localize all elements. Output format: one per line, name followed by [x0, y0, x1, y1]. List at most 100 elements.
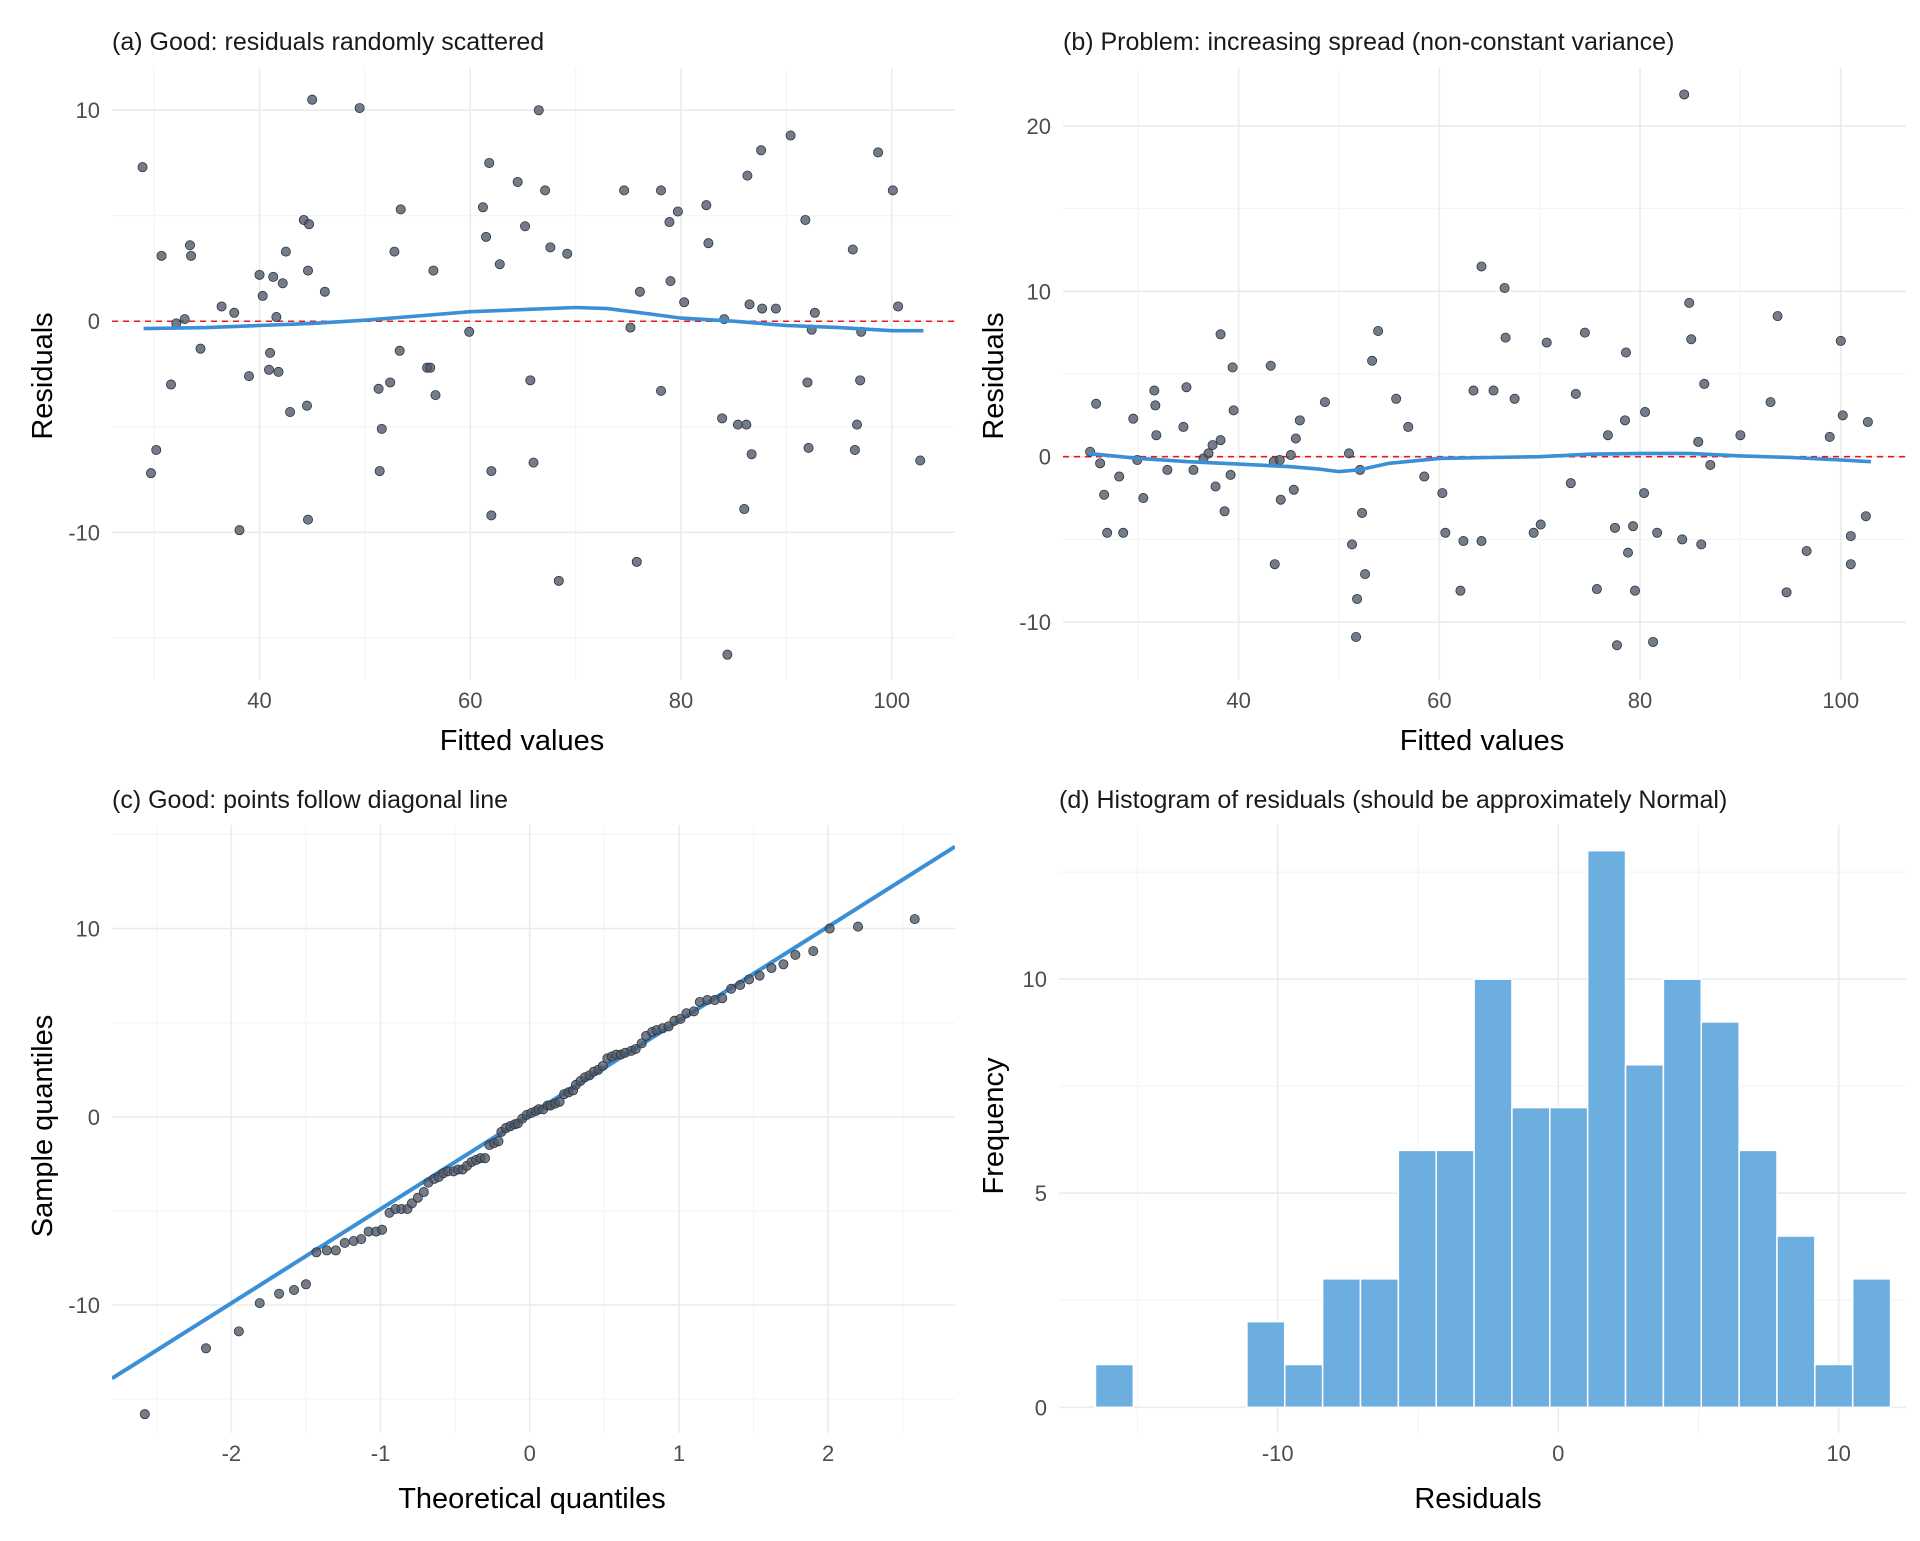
data-point: [200, 1343, 211, 1354]
data-point: [1347, 539, 1358, 550]
data-point: [1344, 448, 1355, 459]
histogram-bar: [1776, 1235, 1816, 1409]
x-tick-label: 10: [1826, 1441, 1850, 1466]
data-point: [528, 457, 539, 468]
data-point: [1288, 484, 1299, 495]
data-point: [717, 413, 728, 424]
data-point: [1210, 481, 1221, 492]
data-point: [808, 946, 819, 957]
data-point: [1352, 593, 1363, 604]
data-point: [486, 466, 497, 477]
histogram-bar: [1321, 1278, 1362, 1409]
data-point: [374, 466, 385, 477]
data-point: [802, 377, 813, 388]
data-point: [339, 1237, 350, 1248]
data-point: [735, 980, 746, 991]
data-point: [234, 525, 245, 536]
data-point: [311, 1247, 322, 1258]
data-point: [271, 312, 282, 323]
panel-a-x-axis-title: Fitted values: [440, 725, 604, 757]
data-point: [1360, 569, 1371, 580]
y-tick-label: -10: [68, 520, 100, 545]
y-tick-label: 20: [1027, 114, 1051, 139]
data-point: [1620, 415, 1631, 426]
data-point: [257, 290, 268, 301]
data-point: [1579, 327, 1590, 338]
data-point: [480, 1153, 491, 1164]
data-point: [1565, 478, 1576, 489]
histogram-bar: [1359, 1278, 1400, 1409]
data-point: [1468, 385, 1479, 396]
data-point: [679, 297, 690, 308]
data-point: [893, 301, 904, 312]
panel-c-title: (c) Good: points follow diagonal line: [112, 786, 508, 814]
histogram-bar: [1662, 978, 1703, 1409]
data-point: [634, 286, 645, 297]
data-point: [1203, 448, 1214, 459]
data-point: [703, 238, 714, 249]
data-point: [1648, 636, 1659, 647]
data-point: [254, 269, 265, 280]
data-point: [1705, 459, 1716, 470]
data-point: [277, 278, 288, 289]
data-point: [597, 1060, 608, 1071]
data-point: [1207, 440, 1218, 451]
data-point: [1837, 410, 1848, 421]
data-point: [1391, 393, 1402, 404]
data-point: [425, 362, 436, 373]
data-point: [1639, 488, 1650, 499]
data-point: [428, 265, 439, 276]
data-point: [1591, 584, 1602, 595]
histogram-bar: [1284, 1363, 1324, 1409]
histogram-bar: [1435, 1149, 1475, 1409]
data-point: [1772, 311, 1783, 322]
data-point: [430, 390, 441, 401]
data-point: [1845, 531, 1856, 542]
data-point: [1149, 385, 1160, 396]
histogram-bar: [1246, 1320, 1286, 1409]
data-point: [1476, 536, 1487, 547]
x-tick-label: 40: [1226, 688, 1250, 713]
data-point: [847, 244, 858, 255]
data-point: [665, 276, 676, 287]
data-point: [268, 271, 279, 282]
data-point: [264, 364, 275, 375]
data-point: [688, 1006, 699, 1017]
x-tick-label: 0: [1552, 1441, 1564, 1466]
data-point: [151, 444, 162, 455]
histogram-bar: [1624, 1064, 1665, 1409]
y-tick-label: 10: [76, 98, 100, 123]
data-point: [373, 383, 384, 394]
data-point: [520, 221, 531, 232]
data-point: [301, 400, 312, 411]
x-tick-label: 1: [673, 1441, 685, 1466]
data-point: [1091, 398, 1102, 409]
data-point: [494, 259, 505, 270]
histogram-bar: [1700, 1021, 1740, 1409]
data-point: [1860, 511, 1871, 522]
data-point: [1699, 378, 1710, 389]
data-point: [216, 301, 227, 312]
panel-b: (b) Problem: increasing spread (non-cons…: [978, 28, 1906, 757]
loess-smooth-line: [1087, 451, 1872, 474]
data-point: [1269, 559, 1280, 570]
data-point: [742, 170, 753, 181]
data-point: [1623, 547, 1634, 558]
data-point: [909, 914, 920, 925]
data-point: [1499, 282, 1510, 293]
data-point: [554, 1096, 565, 1107]
data-point: [766, 963, 777, 974]
data-point: [746, 449, 757, 460]
data-point: [1128, 413, 1139, 424]
panel-d: (d) Histogram of residuals (should be ap…: [978, 786, 1906, 1515]
data-point: [377, 1224, 388, 1235]
data-point: [1696, 539, 1707, 550]
data-point: [156, 250, 167, 261]
data-point: [1274, 455, 1285, 466]
data-point: [533, 105, 544, 116]
data-point: [1458, 536, 1469, 547]
data-point: [1500, 332, 1511, 343]
data-point: [1652, 527, 1663, 538]
data-point: [1611, 640, 1622, 651]
